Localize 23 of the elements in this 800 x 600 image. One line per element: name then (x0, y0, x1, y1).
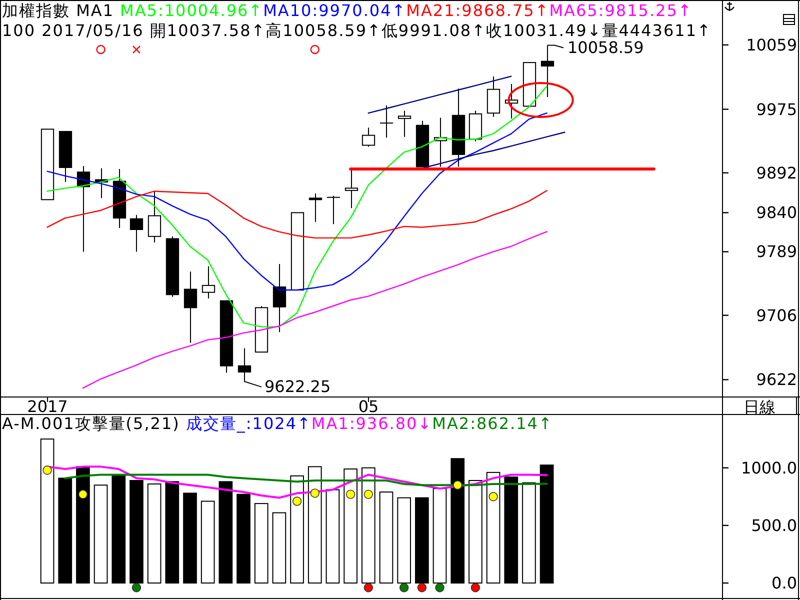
text: 100 2017/05/16 開10037.58↑高10058.59↑低9991.08↑收10031.49↓量4443611↑ (2, 21, 712, 40)
annotation: 9622.25 (264, 376, 331, 396)
x-tick-label: 05 (358, 397, 379, 416)
annotation: 10058.59 (568, 38, 644, 58)
legend: MA1:936.80↓MA2:862.14↑ (311, 414, 553, 433)
x-tick-label: 2017 (27, 397, 68, 416)
text: 日線 (744, 397, 776, 416)
y-tick-label: 0.0 (772, 574, 797, 593)
annotation: 9622.25 (244, 376, 331, 396)
y-tick-label: 9706 (756, 306, 797, 325)
annotation: 10058.59 (547, 38, 644, 58)
y-tick-label: 1000.0 (741, 458, 797, 478)
legend: MA5:10004.96↑MA10:9970.04↑MA21:9868.75↑MA65:9815.25↑ (120, 1, 692, 20)
y-tick-label: 9975 (756, 100, 797, 119)
y-tick-label: 9840 (756, 203, 797, 222)
y-tick-label: 9892 (756, 163, 797, 182)
y-tick-label: 9789 (756, 242, 797, 262)
y-tick-label: 500.0 (751, 516, 797, 535)
y-tick-label: 9622 (756, 370, 797, 390)
y-tick-label: 10059 (746, 35, 797, 54)
chart-title: 加權指數 MA1 (2, 1, 114, 20)
chart-subtitle: 成交量_:1024↑ (186, 414, 312, 433)
chart-title: A-M.001攻擊量(5,21) (2, 414, 180, 433)
